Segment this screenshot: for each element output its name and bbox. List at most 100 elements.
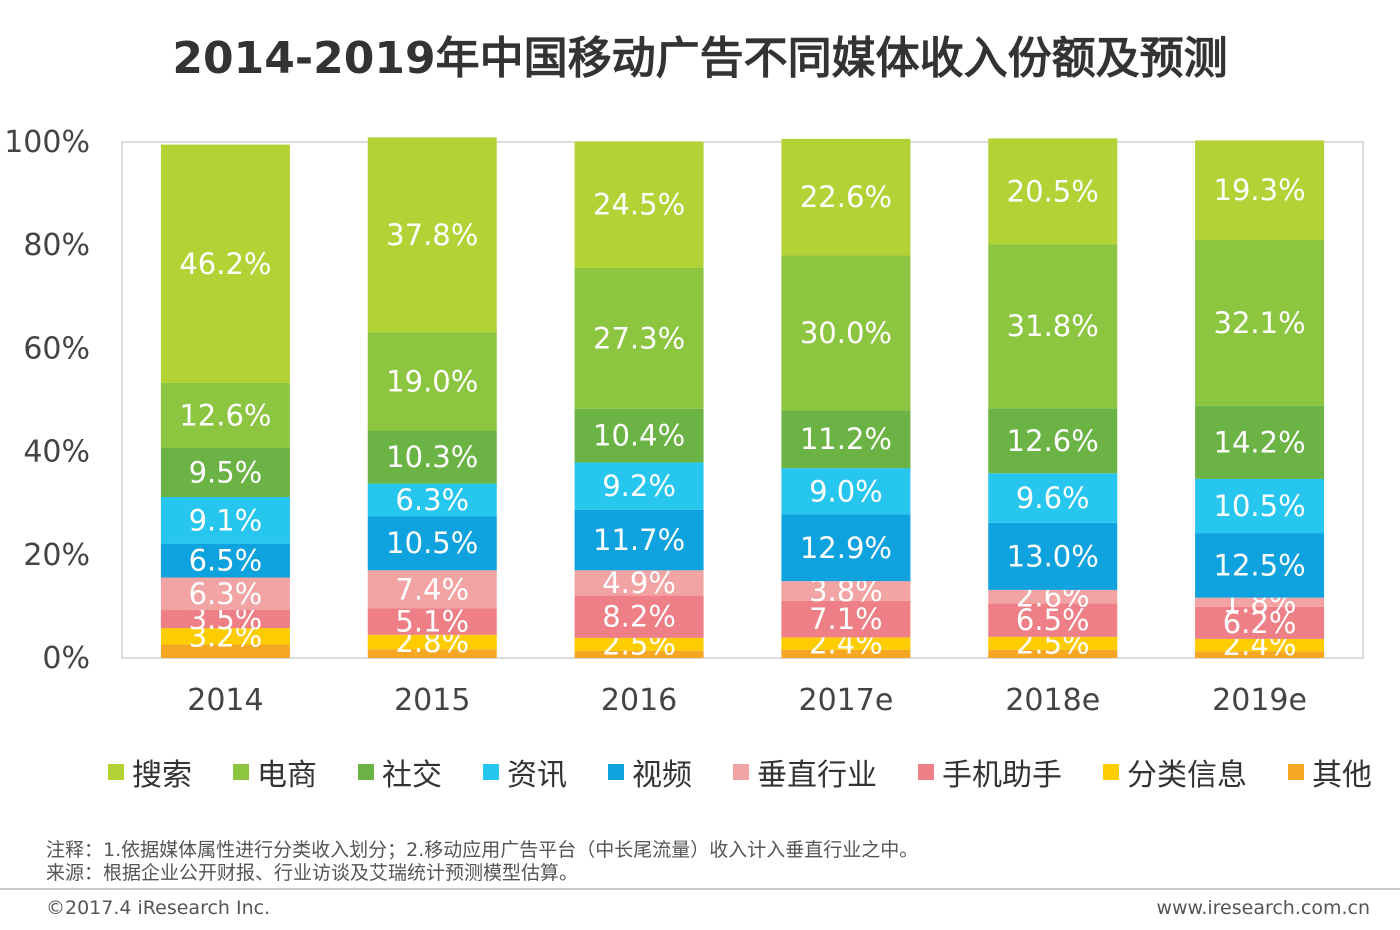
legend-swatch xyxy=(1288,764,1304,780)
bar-segment xyxy=(574,650,704,658)
data-label: 7.4% xyxy=(395,572,469,606)
y-tick-label: 40% xyxy=(23,435,90,470)
bar-segment xyxy=(160,497,290,544)
bar-segment xyxy=(781,514,911,582)
legend-item: 电商 xyxy=(233,750,317,794)
data-label: 19.0% xyxy=(386,364,478,398)
data-label: 9.0% xyxy=(809,474,883,508)
legend-swatch xyxy=(108,764,124,780)
bar-segment xyxy=(988,244,1118,409)
legend-label: 垂直行业 xyxy=(757,758,877,793)
bar-segment xyxy=(160,144,290,383)
y-tick-label: 20% xyxy=(23,538,90,573)
bar-segment xyxy=(988,522,1118,590)
x-tick-label: 2014 xyxy=(187,683,263,718)
bar-segment xyxy=(988,473,1118,523)
bar-segment xyxy=(160,543,290,578)
x-tick-label: 2019e xyxy=(1212,683,1307,718)
bar-segment xyxy=(367,430,497,484)
bar-segment xyxy=(574,267,704,409)
website-text: www.iresearch.com.cn xyxy=(1156,897,1370,919)
bar-segment xyxy=(1195,140,1325,241)
stacked-bar-chart: 0%20%40%60%80%100%3.2%3.5%6.3%6.5%9.1%9.… xyxy=(4,125,1364,718)
bar-segment xyxy=(781,255,911,411)
legend-label: 搜索 xyxy=(132,758,192,793)
legend-swatch xyxy=(1103,764,1119,780)
data-label: 6.5% xyxy=(1016,603,1090,637)
bar-segment xyxy=(574,637,704,651)
data-label: 10.4% xyxy=(593,419,685,453)
data-label: 14.2% xyxy=(1214,425,1306,459)
legend-label: 社交 xyxy=(382,758,442,793)
legend-item: 其他 xyxy=(1288,750,1372,794)
plot-frame xyxy=(121,141,1364,659)
data-label: 12.5% xyxy=(1214,548,1306,582)
bar-segment xyxy=(988,138,1118,245)
x-tick-label: 2017e xyxy=(799,683,894,718)
bar-segment xyxy=(574,595,704,638)
data-label: 37.8% xyxy=(386,218,478,252)
bar-segment xyxy=(574,570,704,596)
legend-swatch xyxy=(358,764,374,780)
source-note: 来源：根据企业公开财报、行业访谈及艾瑞统计预测模型估算。 xyxy=(46,862,579,884)
legend-label: 其他 xyxy=(1312,758,1372,793)
data-label: 9.1% xyxy=(189,503,263,537)
bar-segment xyxy=(1195,638,1325,652)
bar-segment xyxy=(988,589,1118,604)
data-label: 22.6% xyxy=(800,180,892,214)
legend-swatch xyxy=(233,764,249,780)
legend-item: 视频 xyxy=(608,750,692,794)
bar-segment xyxy=(160,610,290,629)
bar-segment xyxy=(574,509,704,571)
bar-segment xyxy=(367,634,497,650)
bar-segment xyxy=(574,141,704,268)
data-label: 12.9% xyxy=(800,531,892,565)
y-tick-label: 80% xyxy=(23,228,90,263)
bar-segment xyxy=(160,577,290,611)
bar-segment xyxy=(160,382,290,448)
data-label: 10.5% xyxy=(1214,489,1306,523)
bar-segment xyxy=(1195,606,1325,639)
copyright-text: ©2017.4 iResearch Inc. xyxy=(46,897,271,919)
bar-segment xyxy=(781,581,911,601)
bar-segment xyxy=(1195,240,1325,406)
bar-segment xyxy=(367,332,497,431)
bar-segment xyxy=(781,468,911,515)
bar-segment xyxy=(988,408,1118,474)
bar-segment xyxy=(781,637,911,650)
bar-segment xyxy=(1195,651,1325,658)
data-label: 6.3% xyxy=(189,577,263,611)
y-tick-label: 0% xyxy=(42,641,90,676)
data-label: 4.9% xyxy=(602,566,676,600)
bar-segment xyxy=(367,137,497,333)
data-label: 8.2% xyxy=(602,600,676,634)
legend-item: 分类信息 xyxy=(1103,750,1247,794)
data-label: 6.2% xyxy=(1223,606,1297,640)
y-tick-label: 100% xyxy=(4,125,90,160)
bar-segment xyxy=(988,649,1118,658)
legend-item: 垂直行业 xyxy=(733,750,877,794)
bar-segment xyxy=(160,447,290,498)
bar-segment xyxy=(367,649,497,658)
data-label: 11.2% xyxy=(800,422,892,456)
chart-title: 2014-2019年中国移动广告不同媒体收入份额及预测 xyxy=(172,33,1228,84)
data-label: 12.6% xyxy=(179,398,271,432)
bar-segment xyxy=(160,644,290,658)
footnote: 注释：1.依据媒体属性进行分类收入划分；2.移动应用广告平台（中长尾流量）收入计… xyxy=(46,839,919,861)
bar-segment xyxy=(781,649,911,658)
data-label: 10.5% xyxy=(386,526,478,560)
bar-segment xyxy=(367,570,497,609)
bar-segment xyxy=(781,138,911,256)
legend-item: 手机助手 xyxy=(918,750,1062,794)
legend-label: 电商 xyxy=(257,758,317,793)
x-tick-label: 2018e xyxy=(1005,683,1100,718)
bar-segment xyxy=(781,600,911,638)
legend-item: 资讯 xyxy=(483,750,567,794)
legend-label: 视频 xyxy=(632,758,692,793)
data-label: 6.3% xyxy=(395,483,469,517)
data-label: 13.0% xyxy=(1007,539,1099,573)
data-label: 9.2% xyxy=(602,469,676,503)
footer-divider xyxy=(0,888,1400,890)
data-label: 11.7% xyxy=(593,523,685,557)
legend-swatch xyxy=(918,764,934,780)
